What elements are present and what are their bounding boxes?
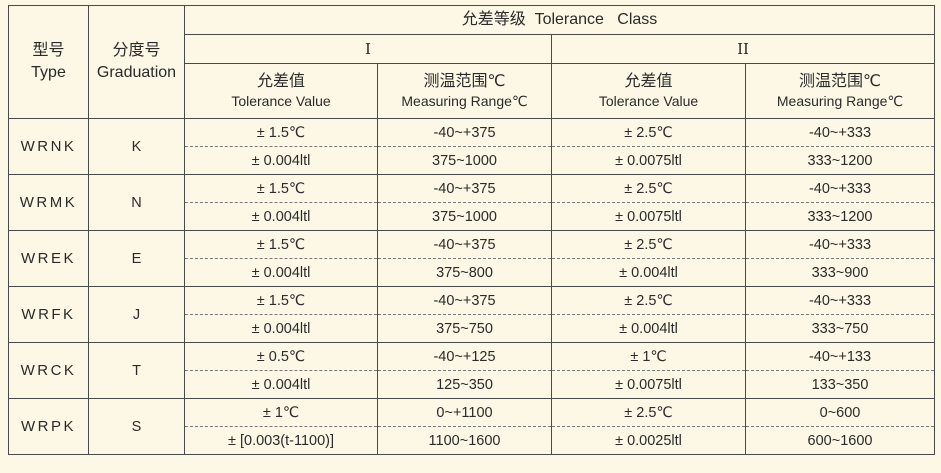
class-2-tolerance-cell: ± 0.004ltl [551, 314, 746, 343]
type-cell: WREK [8, 230, 89, 287]
class-1-range-cell: -40~+375 [377, 230, 552, 259]
class-1-range-cell: 0~+1100 [377, 398, 552, 427]
type-cell: WRMK [8, 174, 89, 231]
class-2-tolerance-cell: ± 2.5℃ [551, 398, 746, 427]
graduation-cell: N [88, 174, 185, 231]
tolerance-table: 型号 Type 分度号 Graduation 允差等级 Tolerance Cl… [8, 5, 935, 455]
graduation-cell: K [88, 118, 185, 175]
class-2-range-cell: -40~+133 [745, 342, 935, 371]
class-2-tolerance-cell: ± 0.0075ltl [551, 370, 746, 399]
class-1-range-cell: 1100~1600 [377, 426, 552, 455]
type-cell: WRPK [8, 398, 89, 455]
graduation-cell: S [88, 398, 185, 455]
table-row: WRFK J ± 1.5℃ -40~+375 ± 2.5℃ -40~+333 [8, 286, 935, 343]
class-1-tolerance-cell: ± 0.004ltl [184, 202, 378, 231]
type-cell: WRNK [8, 118, 89, 175]
class-1-range-cell: -40~+375 [377, 174, 552, 203]
class-2-range-cell: -40~+333 [745, 118, 935, 147]
type-cell: WRFK [8, 286, 89, 343]
class-1-tolerance-header: 允差值 Tolerance Value [184, 63, 378, 119]
class-1-range-cell: 375~1000 [377, 202, 552, 231]
type-cell: WRCK [8, 342, 89, 399]
table-row: WRCK T ± 0.5℃ -40~+125 ± 1℃ -40~+133 [8, 342, 935, 399]
table-row: ± 0.004ltl 125~350 ± 0.0075ltl 133~350 [9, 370, 935, 399]
table-row: ± 0.004ltl 375~1000 ± 0.0075ltl 333~1200 [9, 146, 935, 175]
class-1-tolerance-cell: ± [0.003(t-1100)] [184, 426, 378, 455]
table-row: ± [0.003(t-1100)] 1100~1600 ± 0.0025ltl 600… [9, 426, 935, 455]
class-1-tolerance-cell: ± 0.004ltl [184, 370, 378, 399]
class-1-range-cell: 375~1000 [377, 146, 552, 175]
type-header: 型号 Type [8, 5, 89, 119]
class-1-tolerance-cell: ± 1.5℃ [184, 230, 378, 259]
class-1-range-cell: 375~750 [377, 314, 552, 343]
graduation-header-en: Graduation [96, 64, 177, 81]
tolerance-value-zh: 允差值 [624, 73, 673, 90]
graduation-cell: E [88, 230, 185, 287]
tolerance-table-body: WRNK K ± 1.5℃ -40~+375 ± 2.5℃ -40~+333 ± 0.004… [8, 118, 935, 455]
class-1-header: I [184, 34, 552, 64]
graduation-cell: J [88, 286, 185, 343]
class-1-range-cell: 375~800 [377, 258, 552, 287]
class-2-tolerance-cell: ± 0.0075ltl [551, 202, 746, 231]
class-1-range-cell: -40~+375 [377, 118, 552, 147]
class-2-tolerance-header: 允差值 Tolerance Value [551, 63, 746, 119]
class-2-tolerance-cell: ± 0.0075ltl [551, 146, 746, 175]
class-2-range-cell: -40~+333 [745, 230, 935, 259]
class-2-range-cell: 333~1200 [745, 146, 935, 175]
table-row: WRNK K ± 1.5℃ -40~+375 ± 2.5℃ -40~+333 [8, 118, 935, 175]
class-2-tolerance-cell: ± 1℃ [551, 342, 746, 371]
class-2-tolerance-cell: ± 2.5℃ [551, 118, 746, 147]
class-2-tolerance-cell: ± 0.0025ltl [551, 426, 746, 455]
class-1-tolerance-cell: ± 1.5℃ [184, 118, 378, 147]
tolerance-class-header: 允差等级 Tolerance Class [184, 5, 935, 35]
class-2-range-header: 测温范围℃ Measuring Range℃ [745, 63, 935, 119]
class-2-tolerance-cell: ± 2.5℃ [551, 230, 746, 259]
table-row: WRMK N ± 1.5℃ -40~+375 ± 2.5℃ -40~+333 [8, 174, 935, 231]
type-header-zh: 型号 [32, 42, 65, 59]
class-1-tolerance-cell: ± 1℃ [184, 398, 378, 427]
table-row: ± 0.004ltl 375~1000 ± 0.0075ltl 333~1200 [9, 202, 935, 231]
class-2-range-cell: 333~1200 [745, 202, 935, 231]
table-row: ± 0.004ltl 375~750 ± 0.004ltl 333~750 [9, 314, 935, 343]
type-header-en: Type [31, 64, 66, 81]
class-2-tolerance-cell: ± 2.5℃ [551, 174, 746, 203]
class-1-tolerance-cell: ± 0.004ltl [184, 258, 378, 287]
class-2-range-cell: 333~750 [745, 314, 935, 343]
class-2-range-cell: -40~+333 [745, 286, 935, 315]
measuring-range-zh: 测温范围℃ [799, 73, 881, 90]
class-2-range-cell: -40~+333 [745, 174, 935, 203]
class-1-range-header: 测温范围℃ Measuring Range℃ [377, 63, 552, 119]
tolerance-value-zh: 允差值 [256, 73, 305, 90]
class-1-range-cell: -40~+125 [377, 342, 552, 371]
measuring-range-en: Measuring Range℃ [401, 93, 528, 109]
class-1-tolerance-cell: ± 0.5℃ [184, 342, 378, 371]
table-row: ± 0.004ltl 375~800 ± 0.004ltl 333~900 [9, 258, 935, 287]
class-2-range-cell: 0~600 [745, 398, 935, 427]
table-row: WRPK S ± 1℃ 0~+1100 ± 2.5℃ 0~600 [8, 398, 935, 455]
class-2-range-cell: 333~900 [745, 258, 935, 287]
class-1-tolerance-cell: ± 0.004ltl [184, 146, 378, 175]
graduation-header-zh: 分度号 [112, 42, 161, 59]
graduation-header: 分度号 Graduation [88, 5, 185, 119]
tolerance-value-en: Tolerance Value [598, 93, 699, 109]
table-row: WREK E ± 1.5℃ -40~+375 ± 2.5℃ -40~+333 [8, 230, 935, 287]
class-2-range-cell: 600~1600 [745, 426, 935, 455]
class-2-tolerance-cell: ± 2.5℃ [551, 286, 746, 315]
class-1-tolerance-cell: ± 0.004ltl [184, 314, 378, 343]
measuring-range-en: Measuring Range℃ [776, 93, 904, 109]
class-2-range-cell: 133~350 [745, 370, 935, 399]
class-1-tolerance-cell: ± 1.5℃ [184, 286, 378, 315]
measuring-range-zh: 测温范围℃ [423, 73, 506, 90]
tolerance-value-en: Tolerance Value [231, 93, 331, 109]
class-1-range-cell: 125~350 [377, 370, 552, 399]
class-2-header: II [551, 34, 935, 64]
class-2-tolerance-cell: ± 0.004ltl [551, 258, 746, 287]
class-1-tolerance-cell: ± 1.5℃ [184, 174, 378, 203]
graduation-cell: T [88, 342, 185, 399]
class-1-range-cell: -40~+375 [377, 286, 552, 315]
